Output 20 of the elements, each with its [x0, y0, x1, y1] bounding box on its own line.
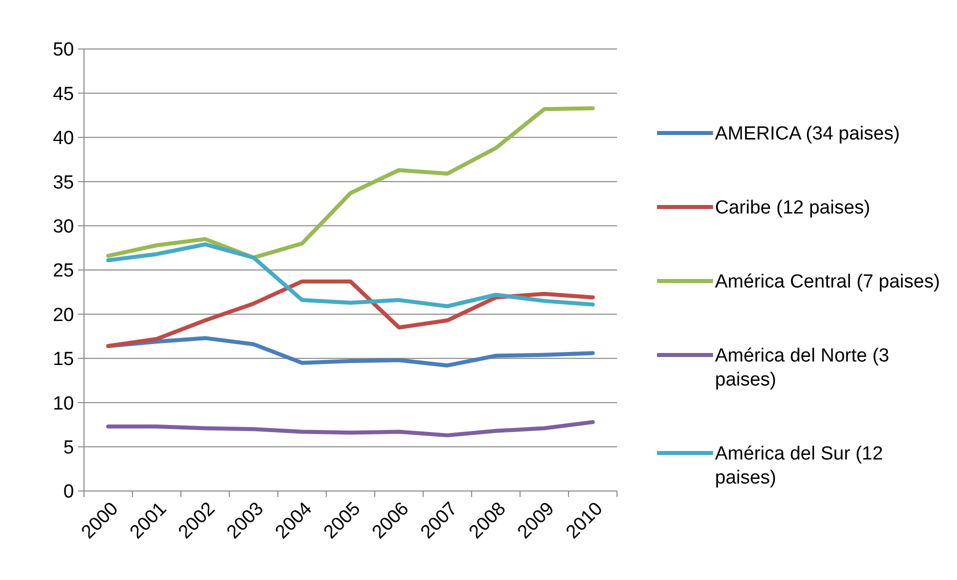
legend-label: América del Sur (12 paises)	[715, 444, 883, 488]
line-series	[106, 106, 595, 260]
legend-label: América del Norte (3 paises)	[715, 346, 890, 390]
legend-label: AMERICA (34 paises)	[715, 124, 900, 144]
y-tick-label: 5	[63, 437, 74, 458]
y-tick-label: 15	[52, 349, 74, 370]
legend-label: América Central (7 paises)	[715, 272, 940, 292]
y-tick-label: 40	[52, 128, 74, 150]
y-tick-label: 20	[52, 304, 74, 326]
y-tick-label: 0	[63, 482, 74, 503]
line-series	[106, 242, 595, 308]
y-tick-label: 10	[52, 393, 74, 414]
y-tick-label: 35	[52, 172, 74, 194]
y-tick-label: 25	[52, 260, 74, 282]
line-series	[106, 420, 595, 438]
y-tick-label: 50	[52, 40, 74, 61]
y-tick-label: 45	[52, 84, 74, 105]
line-series	[106, 279, 595, 348]
legend-label: Caribe (12 paises)	[715, 198, 870, 218]
y-tick-label: 30	[52, 216, 74, 238]
